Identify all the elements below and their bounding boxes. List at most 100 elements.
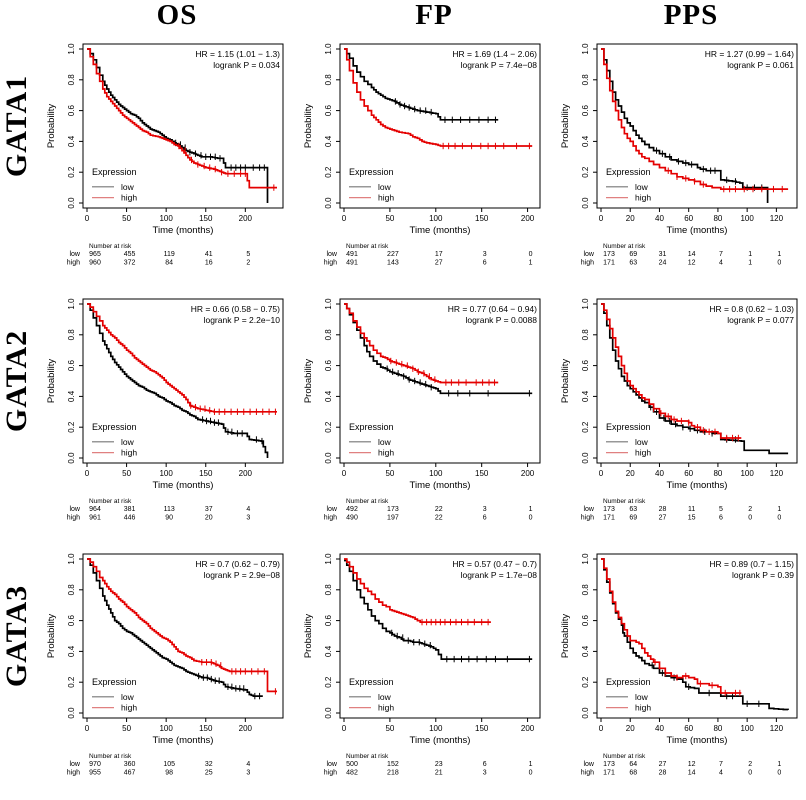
km-panel: 0.0 0.2 0.4 0.6 0.8 1.0 0 20 40 60 80 100 120 Time (m…: [557, 30, 805, 285]
y-tick-label: 1.0: [324, 43, 333, 55]
y-tick-label: 0.2: [581, 166, 590, 178]
y-tick-label: 0.6: [324, 614, 333, 626]
y-tick-label: 0.0: [67, 707, 76, 719]
risk-table-title: Number at risk: [346, 498, 389, 505]
x-tick-label: 100: [159, 724, 173, 733]
risk-value-low: 1: [777, 506, 781, 513]
x-axis-label: Time (months): [667, 480, 728, 491]
risk-value-low: 17: [435, 251, 443, 258]
risk-table-title: Number at risk: [346, 753, 389, 760]
legend-low-label: low: [378, 437, 392, 447]
legend-title: Expression: [606, 422, 651, 432]
risk-value-high: 1: [529, 260, 533, 267]
x-tick-label: 0: [342, 214, 347, 223]
risk-row-label-low: low: [326, 251, 337, 258]
risk-value-low: 69: [629, 251, 637, 258]
y-tick-label: 0.8: [67, 584, 76, 596]
risk-value-low: 1: [777, 251, 781, 258]
y-tick-label: 0.2: [581, 676, 590, 688]
risk-value-high: 197: [387, 515, 399, 522]
y-tick-label: 0.8: [581, 74, 590, 86]
risk-value-high: 6: [483, 260, 487, 267]
gene-label-gata3: GATA3: [0, 540, 34, 795]
y-tick-label: 0.2: [67, 676, 76, 688]
risk-value-high: 961: [89, 515, 101, 522]
survival-curve-low: [601, 48, 769, 203]
plot-box: [339, 298, 541, 464]
risk-value-low: 31: [659, 251, 667, 258]
km-plot-gata2-os: 0.0 0.2 0.4 0.6 0.8 1.0 0 50 100 150 200 Time (mont…: [46, 298, 284, 522]
risk-row-label-high: high: [67, 515, 80, 522]
y-tick-label: 0.2: [67, 421, 76, 433]
x-tick-label: 150: [199, 214, 213, 223]
x-tick-label: 60: [684, 724, 693, 733]
risk-table-title: Number at risk: [89, 753, 132, 760]
y-tick-label: 0.4: [67, 390, 76, 402]
risk-value-high: 12: [688, 260, 696, 267]
x-tick-label: 50: [122, 214, 131, 223]
x-tick-label: 0: [85, 724, 90, 733]
y-tick-label: 0.6: [581, 614, 590, 626]
x-tick-label: 150: [475, 469, 489, 478]
x-tick-label: 100: [429, 214, 443, 223]
legend-title: Expression: [606, 677, 651, 687]
legend-high-label: high: [635, 448, 651, 458]
km-plot-gata2-fp: 0.0 0.2 0.4 0.6 0.8 1.0 0 50 100 150 200 Time (mont…: [303, 298, 541, 522]
risk-value-low: 22: [435, 506, 443, 513]
survival-curve-low: [344, 559, 533, 660]
risk-value-low: 970: [89, 761, 101, 768]
risk-value-low: 360: [124, 761, 136, 768]
x-tick-label: 0: [599, 214, 604, 223]
risk-value-low: 964: [89, 506, 101, 513]
y-tick-label: 0.0: [581, 707, 590, 719]
y-tick-label: 1.0: [581, 43, 590, 55]
y-tick-label: 0.8: [581, 329, 590, 341]
hr-annotation: HR = 1.27 (0.99 − 1.64): [705, 49, 794, 59]
y-tick-label: 0.6: [581, 104, 590, 116]
risk-table-title: Number at risk: [603, 243, 646, 250]
y-axis-label: Probability: [303, 359, 314, 404]
y-tick-label: 0.2: [581, 421, 590, 433]
risk-value-high: 171: [603, 260, 615, 267]
y-tick-label: 0.8: [324, 584, 333, 596]
column-title-fp: FP: [415, 0, 453, 31]
risk-row-label-low: low: [326, 761, 337, 768]
y-tick-label: 0.2: [324, 421, 333, 433]
risk-value-low: 27: [659, 761, 667, 768]
column-title-os: OS: [156, 0, 198, 31]
legend-low-label: low: [121, 692, 135, 702]
y-tick-label: 0.0: [324, 452, 333, 464]
x-tick-label: 0: [599, 469, 604, 478]
y-tick-label: 1.0: [67, 298, 76, 310]
risk-value-high: 490: [346, 515, 358, 522]
risk-row-label-low: low: [583, 251, 594, 258]
km-panel: 0.0 0.2 0.4 0.6 0.8 1.0 0 50 100 150 200 Time (mont…: [300, 30, 548, 285]
risk-value-low: 3: [483, 506, 487, 513]
plot-box: [339, 553, 541, 719]
x-tick-label: 150: [199, 469, 213, 478]
risk-value-low: 5: [719, 506, 723, 513]
survival-curve-low: [601, 303, 789, 455]
y-tick-label: 0.6: [324, 104, 333, 116]
logrank-annotation: logrank P = 0.39: [732, 570, 794, 580]
y-axis-label: Probability: [303, 104, 314, 149]
x-tick-label: 200: [239, 469, 253, 478]
hr-annotation: HR = 0.7 (0.62 − 0.79): [195, 559, 280, 569]
y-axis-label: Probability: [46, 614, 57, 659]
km-plot-gata3-os: 0.0 0.2 0.4 0.6 0.8 1.0 0 50 100 150 200 Time (mont…: [46, 553, 284, 777]
x-tick-label: 200: [239, 724, 253, 733]
risk-value-high: 0: [777, 770, 781, 777]
legend-low-label: low: [378, 182, 392, 192]
km-panel: 0.0 0.2 0.4 0.6 0.8 1.0 0 20 40 60 80 100 120 Time (m…: [557, 540, 805, 795]
risk-value-low: 23: [435, 761, 443, 768]
legend-low-label: low: [378, 692, 392, 702]
km-plot-gata1-os: 0.0 0.2 0.4 0.6 0.8 1.0 0 50 100 150 200 Time (mont…: [46, 43, 284, 267]
risk-value-high: 24: [659, 260, 667, 267]
risk-value-low: 2: [748, 506, 752, 513]
y-tick-label: 0.2: [324, 166, 333, 178]
y-tick-label: 0.4: [324, 645, 333, 657]
y-tick-label: 0.4: [324, 390, 333, 402]
legend-title: Expression: [92, 677, 137, 687]
survival-curve-high: [601, 303, 742, 439]
